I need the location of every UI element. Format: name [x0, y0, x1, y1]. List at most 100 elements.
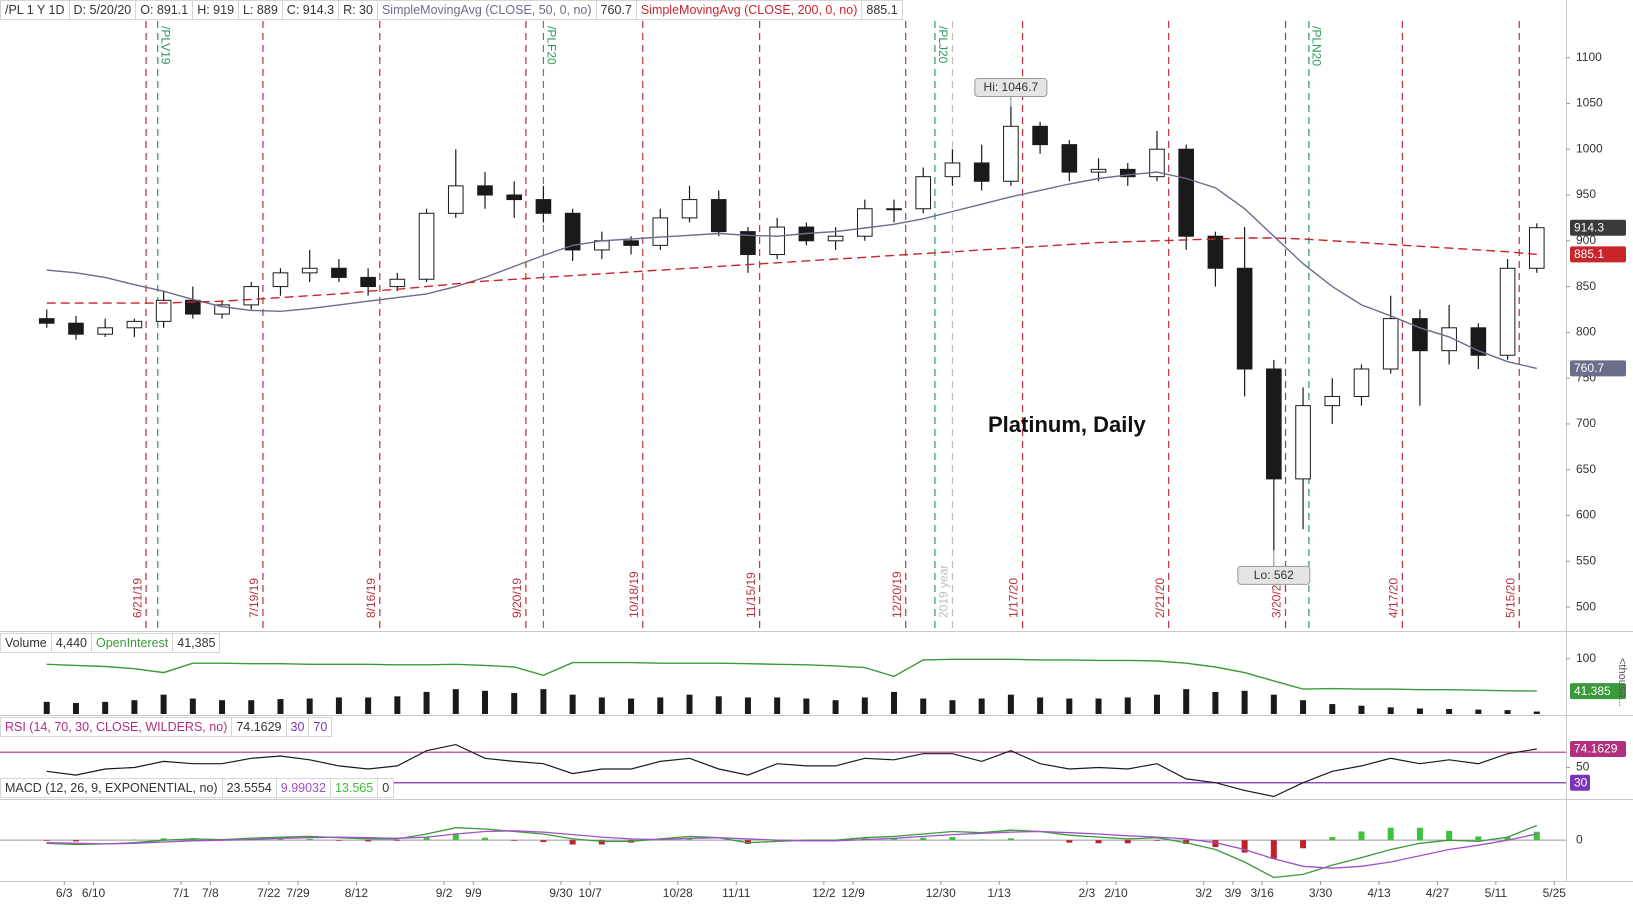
- histogram-bar: [1270, 840, 1277, 859]
- y-tick-label: 700: [1576, 416, 1596, 430]
- candle-body: [623, 240, 639, 246]
- close-value-box: [1570, 219, 1626, 236]
- signal-line: [46, 830, 1537, 869]
- volume-bar: [277, 699, 284, 714]
- header-item: 885.1: [861, 0, 903, 20]
- chart-annotation: Platinum, Daily: [988, 412, 1146, 437]
- y-tick-label: 50: [1576, 760, 1590, 774]
- candle-body: [1061, 144, 1078, 173]
- candle-body: [886, 208, 902, 211]
- histogram-bar: [1504, 837, 1511, 841]
- expiration-label: 8/16/19: [364, 578, 378, 618]
- volume-bar: [803, 698, 810, 714]
- x-tick-label: 6/3: [56, 886, 73, 900]
- candle-body: [769, 226, 785, 256]
- header-item: MACD (12, 26, 9, EXPONENTIAL, no): [0, 778, 223, 798]
- x-tick-label: 9/30: [549, 886, 573, 900]
- volume-bar: [1475, 709, 1482, 714]
- x-tick-label: 3/9: [1225, 886, 1242, 900]
- candle-body: [1295, 405, 1311, 480]
- volume-bar: [1504, 710, 1511, 714]
- extreme-label: Hi: 1046.7: [984, 80, 1039, 94]
- x-tick-label: 10/7: [578, 886, 602, 900]
- histogram-bar: [1241, 840, 1248, 853]
- y-tick-label: 600: [1576, 508, 1596, 522]
- candle-body: [1178, 148, 1194, 237]
- histogram-bar: [131, 839, 138, 841]
- expiration-label: 1/17/20: [1007, 578, 1021, 618]
- header-item: Volume: [0, 633, 52, 653]
- macd-line: [46, 824, 1538, 879]
- expiration-label: 2/21/20: [1153, 578, 1167, 618]
- candle-body: [1207, 235, 1224, 269]
- x-tick-label: 7/29: [286, 886, 310, 900]
- x-tick-label: 9/9: [465, 886, 482, 900]
- header-item: O: 891.1: [135, 0, 194, 20]
- candle-body: [944, 162, 961, 178]
- volume-bar: [1387, 707, 1394, 714]
- histogram-bar: [540, 840, 547, 843]
- histogram-bar: [686, 838, 693, 841]
- histogram-bar: [891, 838, 898, 841]
- open-interest-line: [46, 658, 1537, 692]
- volume-bar: [774, 697, 781, 714]
- y-tick-label: 950: [1576, 187, 1596, 201]
- candle-body: [915, 176, 932, 210]
- candle-body: [857, 208, 873, 237]
- candle-body: [535, 199, 552, 214]
- expiration-label: 3/20/20: [1270, 578, 1284, 618]
- y-tick-label: 1100: [1576, 50, 1602, 64]
- volume-bar: [1153, 694, 1160, 714]
- rsi-value: 74.1629: [1574, 742, 1618, 756]
- histogram-bar: [160, 838, 167, 841]
- volume-bar: [978, 698, 985, 714]
- candle-body: [1119, 168, 1136, 178]
- candle-body: [214, 304, 230, 315]
- volume-bar: [744, 697, 751, 714]
- candle-body: [418, 212, 435, 280]
- expiration-label: 7/19/19: [247, 578, 261, 618]
- volume-bar: [43, 701, 50, 714]
- header-item: H: 919: [192, 0, 240, 20]
- x-tick-label: 5/25: [1543, 886, 1567, 900]
- volume-bar: [657, 697, 664, 714]
- candle-body: [1528, 227, 1545, 269]
- close-value: 914.3: [1574, 220, 1604, 234]
- x-tick-label: 4/27: [1426, 886, 1450, 900]
- histogram-bar: [1066, 840, 1073, 843]
- roll-label: /PLN20: [1310, 26, 1324, 66]
- histogram-bar: [920, 837, 927, 841]
- volume-bar: [1124, 697, 1131, 714]
- candle-body: [1032, 125, 1048, 146]
- candle-body: [1441, 327, 1457, 352]
- ma-value: 885.1: [1574, 247, 1604, 261]
- price-bg: [0, 21, 1566, 630]
- header-item: SimpleMovingAvg (CLOSE, 50, 0, no): [376, 0, 597, 20]
- oi-value-box: [1570, 683, 1626, 700]
- candle-body: [1090, 168, 1107, 173]
- x-tick-label: 8/12: [345, 886, 369, 900]
- histogram-bar: [1533, 831, 1540, 841]
- volume-bar: [715, 696, 722, 714]
- study-header: RSI (14, 70, 30, CLOSE, WILDERS, no) 74.1…: [0, 717, 333, 737]
- histogram-bar: [1124, 840, 1131, 844]
- y-tick-label: 550: [1576, 553, 1596, 567]
- candle-body: [389, 278, 406, 288]
- histogram-bar: [423, 837, 430, 841]
- histogram-bar: [1095, 840, 1102, 844]
- x-tick-label: 7/8: [202, 886, 219, 900]
- volume-bar: [628, 698, 635, 714]
- candle-body: [681, 199, 698, 219]
- candle-body: [1499, 267, 1516, 356]
- candle-body: [155, 299, 172, 322]
- header-item: 4,440: [50, 633, 92, 653]
- candle-body: [1324, 395, 1341, 407]
- candle-body: [68, 322, 84, 335]
- rsi-value-box: [1570, 741, 1626, 758]
- volume-bar: [686, 694, 693, 714]
- volume-bar: [832, 700, 839, 714]
- histogram-bar: [481, 837, 488, 841]
- volume-bar: [1241, 690, 1248, 714]
